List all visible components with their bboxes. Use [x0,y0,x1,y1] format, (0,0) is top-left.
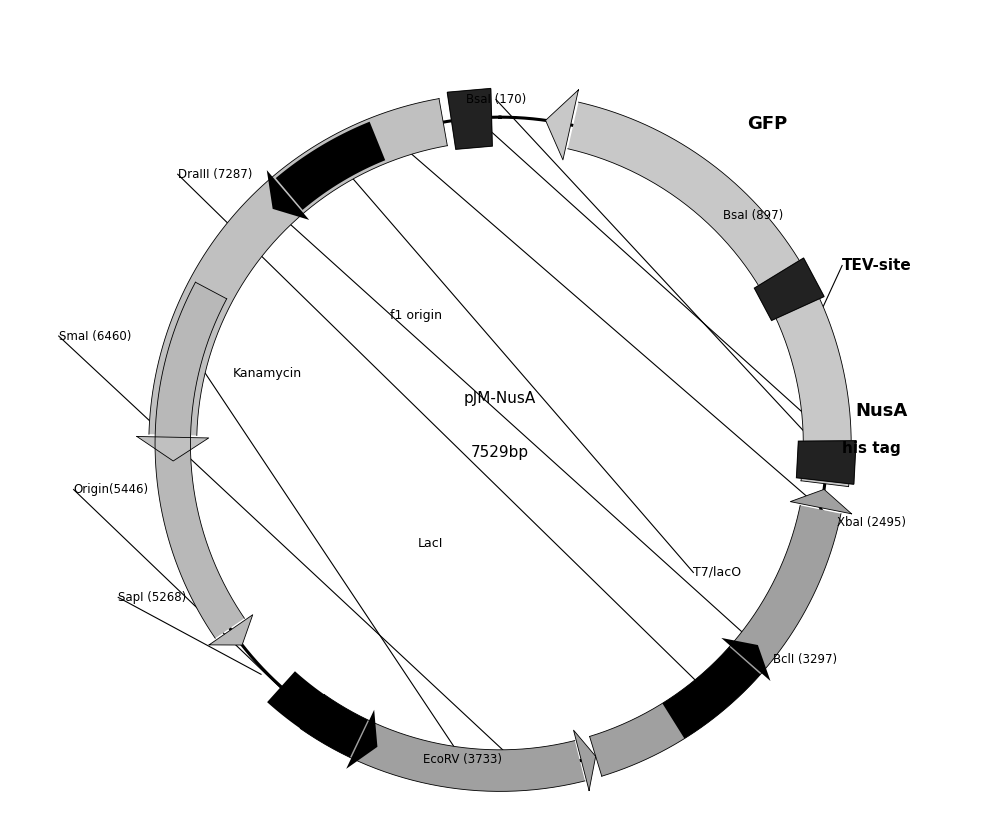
Polygon shape [155,282,244,639]
Polygon shape [149,99,447,436]
Polygon shape [267,671,368,758]
Polygon shape [137,437,209,461]
Text: Origin(5446): Origin(5446) [74,483,149,496]
Text: EcoRV (3733): EcoRV (3733) [423,753,502,766]
Polygon shape [721,638,770,681]
Text: BsaI (897): BsaI (897) [723,210,783,222]
Text: Kanamycin: Kanamycin [232,367,302,380]
Polygon shape [790,489,852,514]
Text: pJM-NusA: pJM-NusA [464,391,536,406]
Polygon shape [662,647,761,738]
Polygon shape [590,505,841,776]
Polygon shape [574,730,596,790]
Polygon shape [546,90,578,160]
Text: TEV-site: TEV-site [842,258,912,273]
Polygon shape [447,89,492,149]
Text: BclI (3297): BclI (3297) [773,653,837,666]
Polygon shape [209,615,253,645]
Polygon shape [267,170,309,220]
Text: f1 origin: f1 origin [390,308,442,322]
Polygon shape [797,441,856,484]
Polygon shape [346,710,377,768]
Text: LacI: LacI [418,537,443,550]
Polygon shape [755,258,824,320]
Polygon shape [276,122,385,210]
Polygon shape [568,102,851,487]
Text: SapI (5268): SapI (5268) [118,591,186,604]
Text: XbaI (2495): XbaI (2495) [837,516,906,530]
Text: BsaI (170): BsaI (170) [466,93,526,106]
Text: DraIII (7287): DraIII (7287) [178,168,252,181]
Text: T7/lacO: T7/lacO [693,566,742,579]
Polygon shape [300,695,585,791]
Text: his tag: his tag [842,441,901,456]
Text: NusA: NusA [856,401,908,420]
Text: SmaI (6460): SmaI (6460) [59,329,131,343]
Text: 7529bp: 7529bp [471,445,529,460]
Text: GFP: GFP [748,116,788,133]
